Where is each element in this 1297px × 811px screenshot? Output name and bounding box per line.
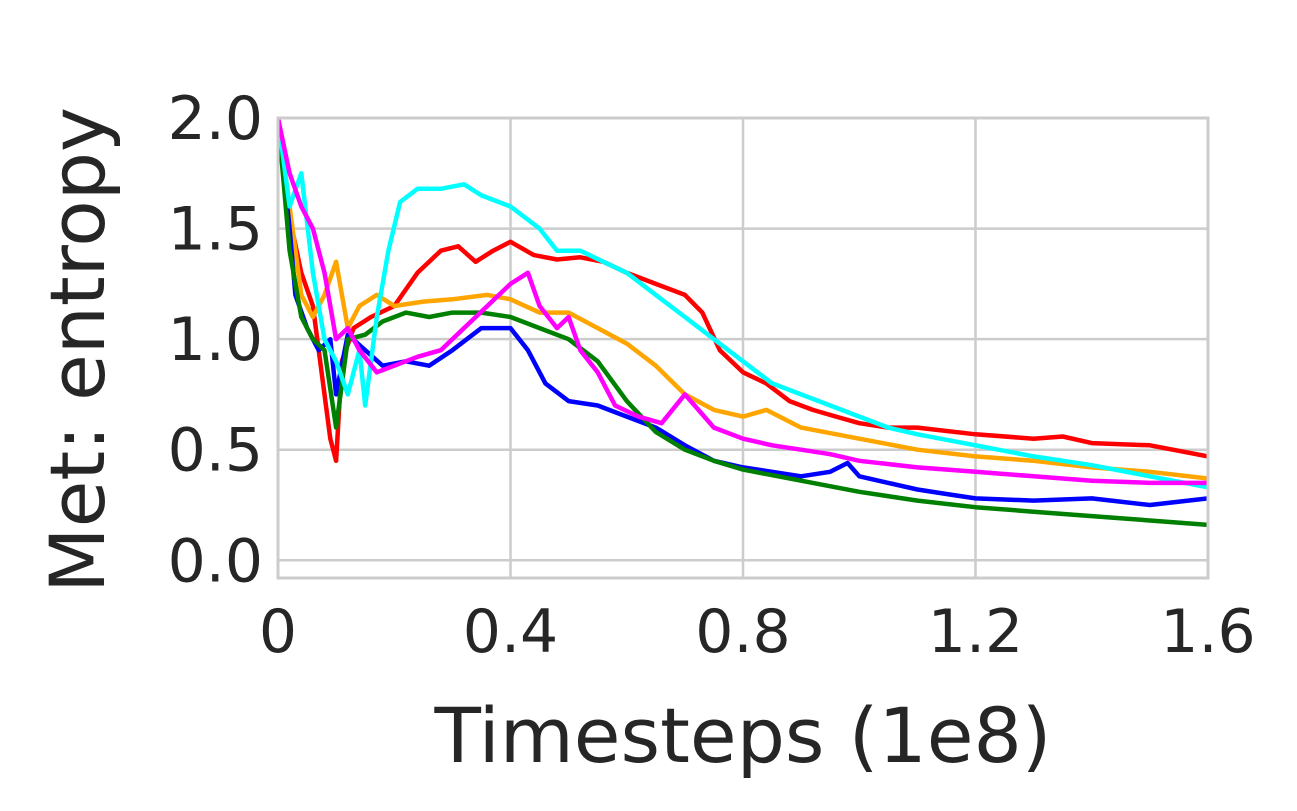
y-tick-label: 1.5 [168,195,263,265]
y-tick-label: 2.0 [168,84,263,154]
x-tick-label: 0.8 [695,597,790,667]
series-line-4 [278,118,1208,490]
x-tick-labels: 0 0.4 0.8 1.2 1.6 [259,597,1256,667]
x-tick-label: 1.2 [928,597,1023,667]
series-group [278,118,1208,528]
y-tick-label: 0.5 [168,416,263,486]
x-tick-label: 1.6 [1160,597,1255,667]
y-tick-label: 0.0 [168,526,263,596]
plot-frame [276,116,1210,580]
series-line-3 [278,118,1208,528]
series-line-2 [278,118,1208,508]
y-tick-labels: 0.0 0.5 1.0 1.5 2.0 [168,84,263,596]
series-line-1 [278,118,1208,481]
y-axis-label: Met: entropy [33,107,122,593]
x-tick-label: 0.4 [463,597,558,667]
series-line-5 [278,118,1208,486]
y-tick-label: 1.0 [168,305,263,375]
x-axis-label: Timesteps (1e8) [434,691,1052,780]
x-tick-label: 0 [259,597,297,667]
